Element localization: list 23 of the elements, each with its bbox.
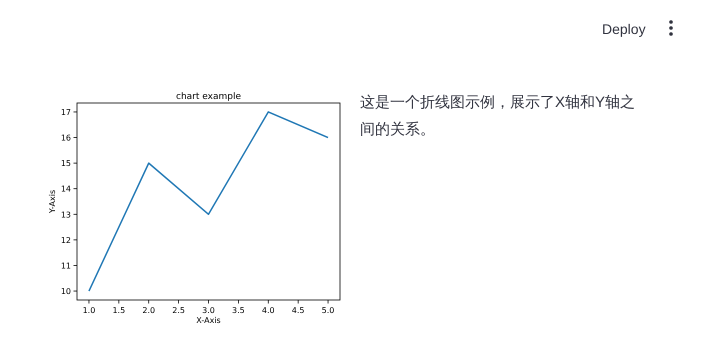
y-tick-label: 14	[60, 184, 71, 194]
y-tick-label: 12	[60, 236, 71, 245]
text: Deploy	[602, 21, 646, 37]
y-tick-label: 15	[60, 159, 71, 168]
x-tick-label: 1.5	[112, 306, 126, 315]
y-tick-label: 10	[60, 287, 71, 296]
y-tick-label: 11	[60, 261, 71, 270]
x-tick-label: 2.0	[142, 306, 156, 315]
x-tick-label: 4.5	[292, 306, 305, 315]
x-tick-label: 4.0	[262, 306, 275, 315]
text: 这是一个折线图示例，展示了X轴和Y轴之间的关系。	[360, 94, 636, 138]
y-axis-title: Y-Axis	[48, 190, 57, 214]
y-tick-label: 16	[60, 134, 71, 143]
y-tick-label: 13	[60, 210, 71, 220]
chart-title: chart example	[176, 92, 242, 102]
x-tick-label: 2.5	[172, 306, 185, 315]
line-series	[88, 111, 329, 292]
x-tick-label: 3.0	[202, 306, 215, 315]
x-tick-label: 1.0	[82, 306, 96, 315]
x-tick-label: 5.0	[322, 306, 334, 315]
x-tick-label: 3.5	[232, 306, 245, 315]
y-tick-label: 17	[60, 108, 71, 117]
x-axis-title: X-Axis	[196, 316, 221, 325]
